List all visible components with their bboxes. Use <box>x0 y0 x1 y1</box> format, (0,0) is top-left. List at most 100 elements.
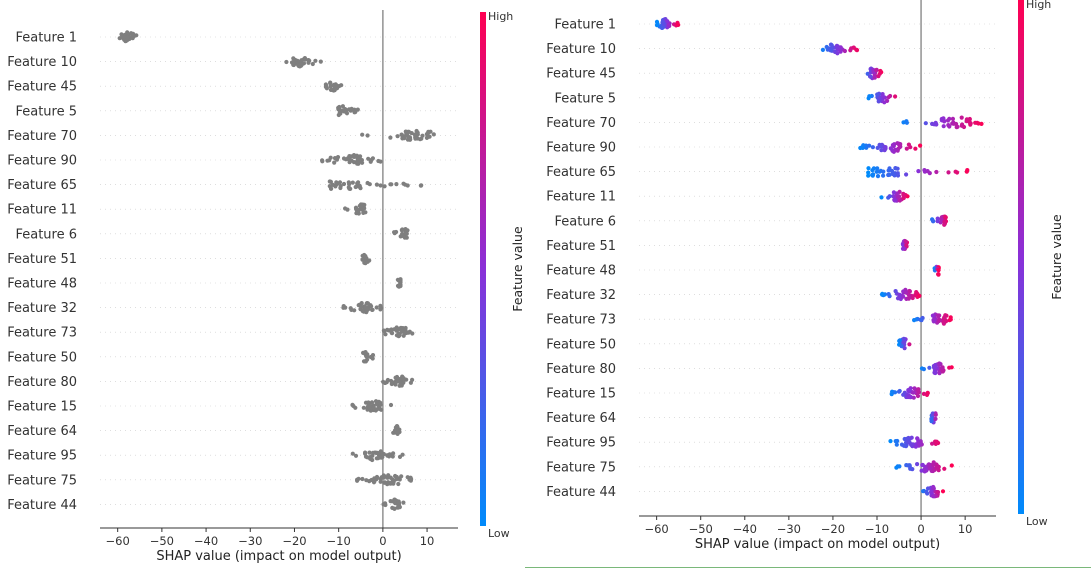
data-point <box>888 439 893 444</box>
feature-row-points <box>381 497 406 511</box>
data-point <box>413 136 418 141</box>
data-point <box>934 439 939 444</box>
feature-row-points <box>897 336 912 351</box>
feature-row-points <box>858 141 923 154</box>
data-point <box>907 387 912 393</box>
data-point <box>931 484 936 490</box>
data-point <box>361 350 366 355</box>
data-point <box>908 466 913 471</box>
data-point <box>939 217 944 222</box>
data-point <box>927 365 932 370</box>
data-point <box>879 195 884 200</box>
data-point <box>392 506 397 511</box>
feature-row-points <box>381 374 415 388</box>
data-point <box>835 51 840 56</box>
data-point <box>120 35 125 40</box>
data-point <box>361 405 366 410</box>
feature-label: Feature 90 <box>546 141 616 156</box>
data-point <box>867 74 873 79</box>
data-point <box>364 478 369 483</box>
data-point <box>931 219 936 224</box>
data-point <box>392 428 398 433</box>
feature-row-points <box>930 214 949 227</box>
data-point <box>893 166 898 171</box>
data-point <box>938 318 943 323</box>
data-point <box>979 121 984 126</box>
data-point <box>927 466 933 471</box>
data-point <box>383 501 388 506</box>
feature-label: Feature 45 <box>7 80 77 95</box>
data-point <box>909 435 914 440</box>
feature-row-points <box>350 399 394 413</box>
data-point <box>878 144 883 149</box>
data-point <box>341 156 347 161</box>
data-point <box>872 75 877 80</box>
data-point <box>907 394 912 400</box>
data-point <box>928 462 933 468</box>
data-point <box>349 158 354 163</box>
feature-row-points <box>866 91 898 105</box>
data-point <box>942 222 947 227</box>
data-point <box>125 35 130 40</box>
data-point <box>909 442 914 447</box>
data-point <box>360 132 365 137</box>
x-tick-label: −30 <box>777 522 801 536</box>
data-point <box>890 171 896 177</box>
feature-label: Feature 65 <box>546 165 616 180</box>
data-point <box>933 364 938 369</box>
data-point <box>404 235 409 240</box>
data-point <box>917 442 922 447</box>
feature-row-points <box>865 66 884 81</box>
data-point <box>340 104 345 109</box>
data-point <box>362 252 367 258</box>
data-point <box>399 474 404 479</box>
data-point <box>303 57 308 62</box>
data-point <box>370 307 375 312</box>
data-point <box>359 304 364 309</box>
data-point <box>943 215 948 220</box>
data-point <box>355 478 360 483</box>
data-point <box>124 38 129 43</box>
data-point <box>359 301 364 306</box>
x-tick-label: −50 <box>150 534 174 548</box>
data-point <box>382 380 387 385</box>
data-point <box>921 367 927 372</box>
data-point <box>916 169 921 174</box>
data-point <box>874 68 879 73</box>
x-tick-label: 0 <box>917 522 924 536</box>
data-point <box>933 370 938 375</box>
data-point <box>400 452 405 457</box>
x-tick-label: 10 <box>958 522 973 536</box>
data-point <box>880 94 886 99</box>
data-point <box>320 159 325 164</box>
data-point <box>431 132 436 137</box>
data-point <box>893 289 898 294</box>
data-point <box>875 166 880 171</box>
feature-label: Feature 64 <box>7 424 77 439</box>
data-point <box>363 305 368 310</box>
data-point <box>392 500 397 505</box>
data-point <box>959 115 964 120</box>
data-point <box>401 500 406 505</box>
data-point <box>904 146 909 151</box>
data-point <box>398 281 403 286</box>
feature-row-points <box>350 449 405 463</box>
data-point <box>936 314 941 319</box>
data-point <box>931 462 936 467</box>
colorbar-title: Feature value <box>510 226 525 312</box>
feature-label: Feature 50 <box>546 337 616 352</box>
data-point <box>918 317 923 322</box>
feature-row-points <box>117 30 139 44</box>
data-point <box>953 169 958 174</box>
data-point <box>973 120 978 125</box>
colorbar-low-label: Low <box>488 527 510 540</box>
data-point <box>336 112 341 118</box>
data-point <box>894 465 899 470</box>
data-point <box>341 181 347 187</box>
data-point <box>291 62 296 67</box>
feature-label: Feature 11 <box>7 203 77 218</box>
feature-row-points <box>889 386 930 400</box>
feature-label: Feature 50 <box>7 350 77 365</box>
feature-label: Feature 51 <box>546 239 616 254</box>
data-point <box>835 44 840 50</box>
